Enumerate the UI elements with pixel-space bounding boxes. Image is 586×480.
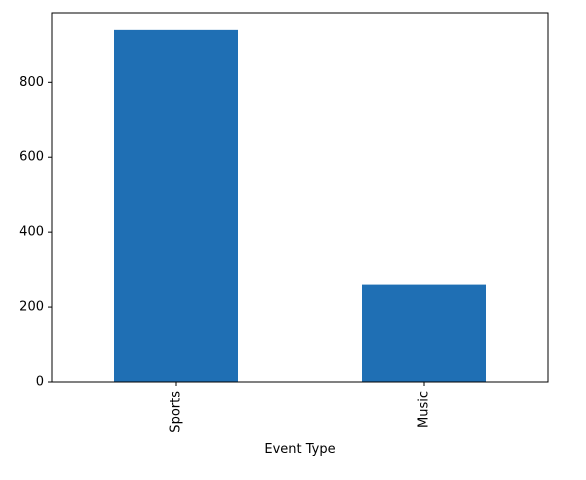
bar-music	[362, 284, 486, 382]
y-tick-label: 800	[19, 75, 44, 90]
x-axis: Sports Music	[169, 382, 432, 433]
plot-area-frame	[51, 12, 549, 383]
x-tick-label-music: Music	[417, 391, 432, 428]
y-axis: 0 200 400 600 800	[19, 75, 52, 390]
y-tick-label: 0	[36, 375, 44, 390]
x-axis-label: Event Type	[264, 442, 335, 457]
y-tick-label: 400	[19, 225, 44, 240]
y-tick-label: 600	[19, 150, 44, 165]
x-tick-label-sports: Sports	[169, 391, 184, 433]
bars-layer	[114, 29, 486, 382]
y-tick-label: 200	[19, 300, 44, 315]
bar-sports	[114, 29, 238, 382]
